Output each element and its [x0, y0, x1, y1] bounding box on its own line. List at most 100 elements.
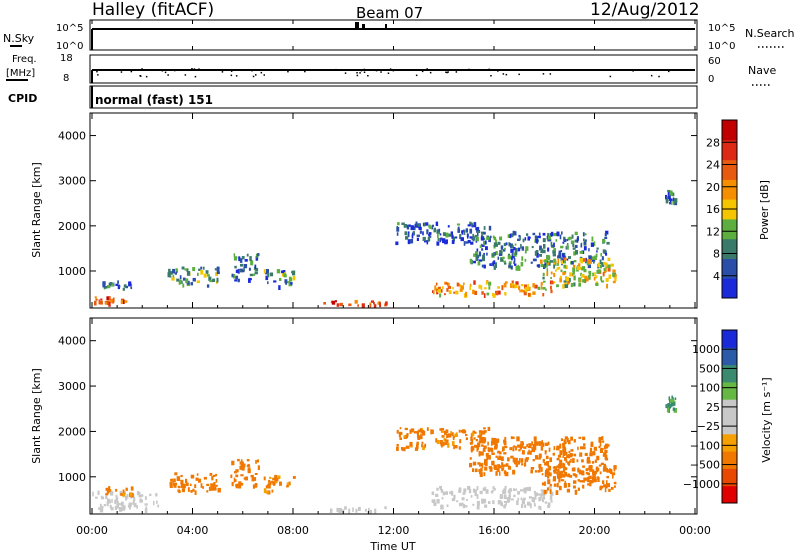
heatmap-cell	[604, 449, 608, 453]
heatmap-cell	[571, 467, 575, 472]
nave-dot	[568, 69, 571, 71]
heatmap-cell	[553, 446, 556, 451]
heatmap-cell	[586, 458, 590, 461]
heatmap-cell	[584, 233, 587, 236]
heatmap-cell	[527, 502, 530, 506]
heatmap-cell	[214, 268, 217, 271]
heatmap-cell	[576, 238, 579, 243]
heatmap-cell	[266, 269, 269, 274]
heatmap-cell	[665, 404, 668, 409]
heatmap-cell	[535, 250, 539, 253]
heatmap-cell	[213, 474, 216, 477]
heatmap-cell	[410, 225, 414, 231]
heatmap-cell	[495, 290, 499, 296]
heatmap-cell	[508, 265, 511, 268]
heatmap-cell	[208, 276, 212, 281]
heatmap-cell	[523, 446, 526, 449]
heatmap-cell	[476, 230, 478, 233]
heatmap-cell	[424, 443, 427, 448]
colorbar-segment	[722, 451, 737, 469]
heatmap-cell	[252, 273, 256, 276]
heatmap-cell	[545, 288, 547, 291]
heatmap-cell	[444, 293, 446, 296]
heatmap-cell	[474, 234, 478, 238]
nave-dot	[221, 71, 224, 73]
heatmap-cell	[547, 238, 551, 242]
heatmap-cell	[478, 284, 481, 289]
x-tick-label: 08:00	[277, 524, 309, 537]
heatmap-cell	[458, 489, 461, 493]
x-tick-label: 16:00	[478, 524, 510, 537]
heatmap-cell	[582, 279, 585, 283]
nave-dot	[356, 72, 358, 74]
heatmap-cell	[594, 459, 597, 463]
nave-dot	[230, 74, 233, 77]
heatmap-cell	[565, 441, 567, 444]
heatmap-cell	[442, 286, 444, 290]
heatmap-cell	[563, 447, 567, 453]
heatmap-cell	[190, 282, 193, 286]
heatmap-cell	[473, 280, 476, 285]
heatmap-cell	[480, 285, 483, 290]
colorbar-segment	[722, 159, 737, 180]
heatmap-cell	[495, 440, 499, 444]
heatmap-cell	[200, 483, 203, 488]
heatmap-cell	[499, 494, 503, 499]
heatmap-cell	[203, 273, 207, 278]
heatmap-cell	[452, 286, 454, 290]
heatmap-cell	[492, 500, 495, 505]
heatmap-cell	[461, 230, 464, 235]
heatmap-cell	[255, 257, 259, 261]
heatmap-cell	[528, 486, 531, 492]
heatmap-cell	[535, 285, 537, 288]
heatmap-cell	[469, 221, 472, 227]
heatmap-cell	[399, 427, 402, 430]
heatmap-cell	[184, 268, 187, 271]
nave-dot	[632, 70, 634, 72]
heatmap-cell	[243, 267, 245, 272]
heatmap-cell	[469, 236, 473, 239]
colorbar-tick-label: 25	[706, 401, 720, 414]
heatmap-cell	[115, 496, 118, 502]
heatmap-cell	[172, 274, 175, 278]
heatmap-cell	[488, 281, 492, 286]
heatmap-cell	[491, 441, 493, 446]
heatmap-cell	[174, 272, 177, 275]
heatmap-cell	[234, 279, 238, 282]
heatmap-cell	[181, 488, 185, 492]
heatmap-cell	[555, 469, 558, 472]
heatmap-cell	[583, 246, 587, 251]
heatmap-cell	[671, 200, 673, 205]
heatmap-cell	[469, 228, 473, 234]
heatmap-cell	[588, 264, 591, 269]
heatmap-cell	[454, 433, 458, 437]
heatmap-cell	[569, 272, 572, 277]
velocity-y-label: Slant Range [km]	[30, 368, 43, 464]
heatmap-cell	[477, 261, 481, 266]
heatmap-cell	[263, 488, 267, 493]
heatmap-cell	[452, 236, 455, 242]
heatmap-cell	[215, 272, 218, 277]
heatmap-cell	[122, 493, 126, 497]
heatmap-cell	[290, 277, 293, 282]
heatmap-cell	[467, 224, 471, 227]
heatmap-cell	[568, 454, 571, 459]
nave-dot	[392, 69, 395, 72]
heatmap-cell	[194, 484, 197, 488]
heatmap-cell	[601, 436, 604, 440]
heatmap-cell	[202, 486, 204, 489]
heatmap-cell	[666, 196, 669, 201]
heatmap-cell	[673, 198, 678, 203]
heatmap-cell	[549, 489, 552, 495]
heatmap-cell	[251, 477, 255, 482]
heatmap-cell	[553, 272, 556, 278]
heatmap-cell	[487, 441, 489, 446]
nave-dot	[120, 71, 123, 73]
heatmap-cell	[278, 285, 281, 290]
heatmap-cell	[488, 448, 491, 453]
heatmap-cell	[568, 281, 571, 284]
heatmap-cell	[606, 475, 609, 479]
heatmap-cell	[596, 476, 599, 480]
heatmap-cell	[550, 231, 554, 237]
heatmap-cell	[448, 433, 452, 438]
